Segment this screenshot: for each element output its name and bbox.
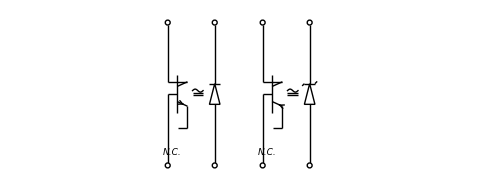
Circle shape	[165, 163, 170, 168]
Text: N.C.: N.C.	[258, 148, 277, 157]
Circle shape	[307, 20, 312, 25]
Circle shape	[260, 20, 265, 25]
Circle shape	[260, 163, 265, 168]
Circle shape	[307, 163, 312, 168]
Circle shape	[165, 20, 170, 25]
Circle shape	[212, 20, 217, 25]
Text: N.C.: N.C.	[163, 148, 182, 157]
Circle shape	[212, 163, 217, 168]
